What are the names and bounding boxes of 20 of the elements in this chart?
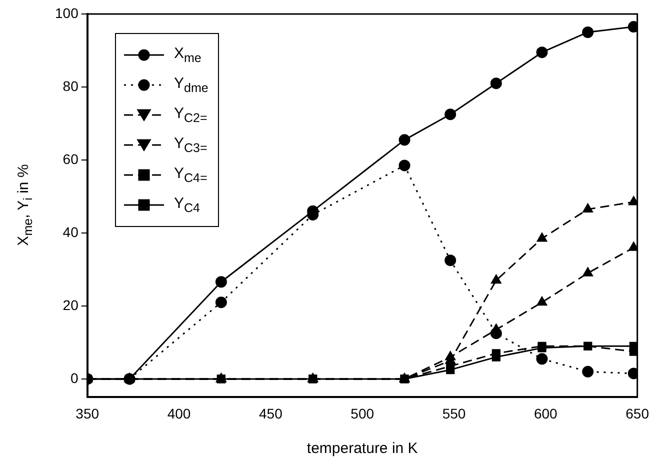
x-tick-label: 450 <box>259 405 283 422</box>
y-tick-label: 60 <box>62 150 79 167</box>
x-tick-label: 500 <box>350 405 374 422</box>
x-tick-label: 550 <box>442 405 466 422</box>
x-axis-title: temperature in K <box>306 440 418 458</box>
legend-label: Y$_{C2=}$ <box>174 105 208 125</box>
legend-label: Y$_{C3=}$ <box>174 135 208 155</box>
y-tick-label: 100 <box>55 4 79 21</box>
x-tick-label: 400 <box>167 405 191 422</box>
legend-label: Y$_{dme}$ <box>174 75 208 95</box>
x-tick-label: 650 <box>626 405 650 422</box>
y-tick-label: 20 <box>62 296 79 313</box>
x-tick-label: 600 <box>534 405 558 422</box>
y-tick-label: 40 <box>62 224 79 240</box>
y-tick-label: 0 <box>70 370 79 386</box>
y-tick-label: 80 <box>62 78 79 94</box>
x-tick-label: 350 <box>76 405 100 422</box>
legend-label: X$_{me}$ <box>174 45 202 65</box>
legend-label: Y$_{C4=}$ <box>174 165 208 185</box>
legend-label: Y$_{C4}$ <box>174 195 200 215</box>
